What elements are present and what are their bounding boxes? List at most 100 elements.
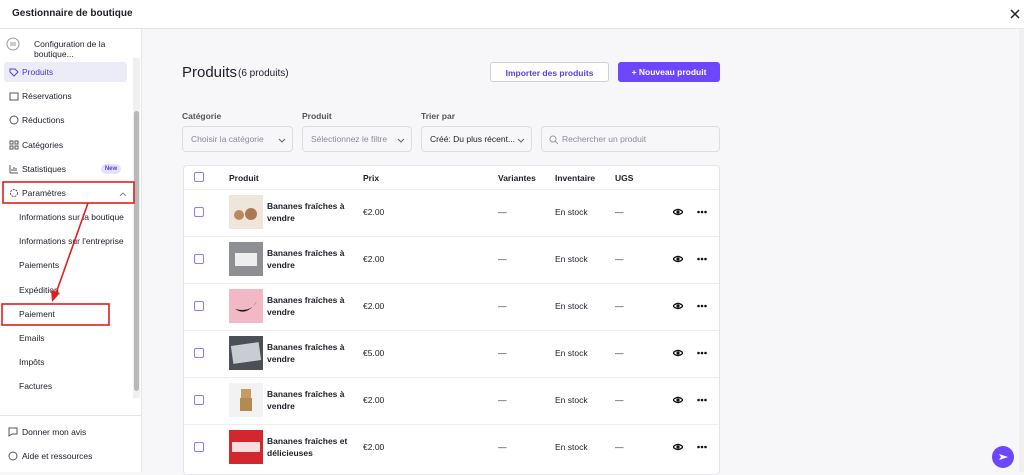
new-product-button[interactable]: + Nouveau produit xyxy=(618,62,720,82)
row-divider xyxy=(184,377,719,378)
product-name[interactable]: Bananes fraîches à vendre xyxy=(267,389,345,411)
sub-item[interactable]: Informations sur l'entreprise xyxy=(19,236,124,247)
nav-icon xyxy=(10,189,18,197)
top-bar: Gestionnaire de boutique xyxy=(0,0,1024,29)
variants: — xyxy=(498,348,507,358)
column-header: Inventaire xyxy=(555,173,596,183)
product-name[interactable]: Bananes fraîches à vendre xyxy=(267,295,345,317)
column-header: Produit xyxy=(229,173,259,183)
active-item-bg xyxy=(4,62,127,82)
nav-icon xyxy=(9,115,19,125)
price: €5.00 xyxy=(363,348,385,358)
sku: — xyxy=(615,442,624,452)
nav-item[interactable]: Produits xyxy=(22,67,54,77)
view-icon xyxy=(673,396,683,404)
row-divider xyxy=(184,330,719,331)
product-name[interactable]: Bananes fraîches à vendre xyxy=(267,342,345,364)
filter-label: Produit xyxy=(302,111,332,121)
column-header: Variantes xyxy=(498,173,536,183)
store-name[interactable]: Configuration de la boutique... xyxy=(34,39,106,59)
search-placeholder: Rechercher un produit xyxy=(562,134,647,144)
variants: — xyxy=(498,254,507,264)
filter-select[interactable]: Créé: Du plus récent... xyxy=(421,126,532,152)
inventory: En stock xyxy=(555,348,588,358)
sku: — xyxy=(615,301,624,311)
product-thumbnail xyxy=(229,195,263,229)
nav-item[interactable]: Réservations xyxy=(22,91,72,102)
nav-icon xyxy=(9,68,19,77)
sub-item[interactable]: Paiements xyxy=(19,260,60,271)
select-text: Choisir la catégorie xyxy=(191,134,264,144)
app-title: Gestionnaire de boutique xyxy=(12,8,133,19)
product-thumbnail xyxy=(229,383,263,417)
row-divider xyxy=(184,424,719,425)
sidebar: Configuration de la boutique... Produits… xyxy=(0,29,142,472)
divider xyxy=(0,415,142,416)
variants: — xyxy=(498,207,507,217)
variants: — xyxy=(498,395,507,405)
nav-item[interactable]: Catégories xyxy=(22,139,64,150)
inventory: En stock xyxy=(555,301,588,311)
nav-icon xyxy=(9,140,19,150)
product-name[interactable]: Bananes fraîches à vendre xyxy=(267,248,345,270)
chevron xyxy=(517,138,525,143)
chat-button[interactable] xyxy=(992,446,1014,468)
view-icon xyxy=(673,255,683,263)
close-button[interactable] xyxy=(1009,8,1021,20)
sku: — xyxy=(615,254,624,264)
sub-item[interactable]: Impôts xyxy=(19,357,45,368)
page-title: Produits xyxy=(182,64,238,81)
more-icon xyxy=(697,351,707,355)
nav-icon xyxy=(9,92,19,101)
filter-select[interactable]: Sélectionnez le filtre xyxy=(302,126,412,152)
select-text: Sélectionnez le filtre xyxy=(311,134,388,144)
row-checkbox[interactable] xyxy=(194,254,204,264)
product-name[interactable]: Bananes fraîches à vendre xyxy=(267,201,345,223)
variants: — xyxy=(498,442,507,452)
price: €2.00 xyxy=(363,442,385,452)
sku: — xyxy=(615,348,624,358)
select-all-checkbox[interactable] xyxy=(194,172,204,182)
more-icon xyxy=(697,445,707,449)
more-icon xyxy=(697,257,707,261)
more-icon xyxy=(697,304,707,308)
product-thumbnail xyxy=(229,336,263,370)
view-icon xyxy=(673,443,683,451)
column-header: UGS xyxy=(615,173,634,183)
filter-label: Trier par xyxy=(421,111,456,121)
row-checkbox[interactable] xyxy=(194,395,204,405)
sub-item[interactable]: Expédition xyxy=(19,284,59,295)
price: €2.00 xyxy=(363,301,385,311)
price: €2.00 xyxy=(363,254,385,264)
sub-item[interactable]: Paiement xyxy=(19,308,55,319)
nav-item[interactable]: Statistiques xyxy=(22,163,66,174)
row-checkbox[interactable] xyxy=(194,348,204,358)
footer-item[interactable]: Aide et ressources xyxy=(22,451,93,461)
nav-item[interactable]: Réductions xyxy=(22,115,65,126)
row-checkbox[interactable] xyxy=(194,442,204,452)
filter-label: Catégorie xyxy=(182,111,222,121)
import-button[interactable]: Importer des produits xyxy=(490,62,609,82)
footer-icon xyxy=(8,451,18,461)
price: €2.00 xyxy=(363,207,385,217)
search-input[interactable]: Rechercher un produit xyxy=(541,126,720,152)
scroll-thumb[interactable] xyxy=(134,111,139,391)
footer-icon xyxy=(8,427,18,437)
row-divider xyxy=(184,236,719,237)
nav-icon xyxy=(9,164,18,174)
filter-select[interactable]: Choisir la catégorie xyxy=(182,126,293,152)
collapse-icon xyxy=(119,192,127,197)
view-icon xyxy=(673,349,683,357)
row-checkbox[interactable] xyxy=(194,207,204,217)
sub-item[interactable]: Informations sur la boutique xyxy=(19,212,124,222)
sub-item[interactable]: Emails xyxy=(19,333,45,343)
nav-item[interactable]: Paramètres xyxy=(22,188,66,198)
view-icon xyxy=(673,208,683,216)
product-thumbnail xyxy=(229,289,263,323)
footer-item[interactable]: Donner mon avis xyxy=(22,427,87,437)
product-name[interactable]: Bananes fraîches et délicieuses xyxy=(267,436,348,458)
store-icon xyxy=(6,37,20,51)
sub-item[interactable]: Factures xyxy=(19,381,53,392)
row-checkbox[interactable] xyxy=(194,301,204,311)
